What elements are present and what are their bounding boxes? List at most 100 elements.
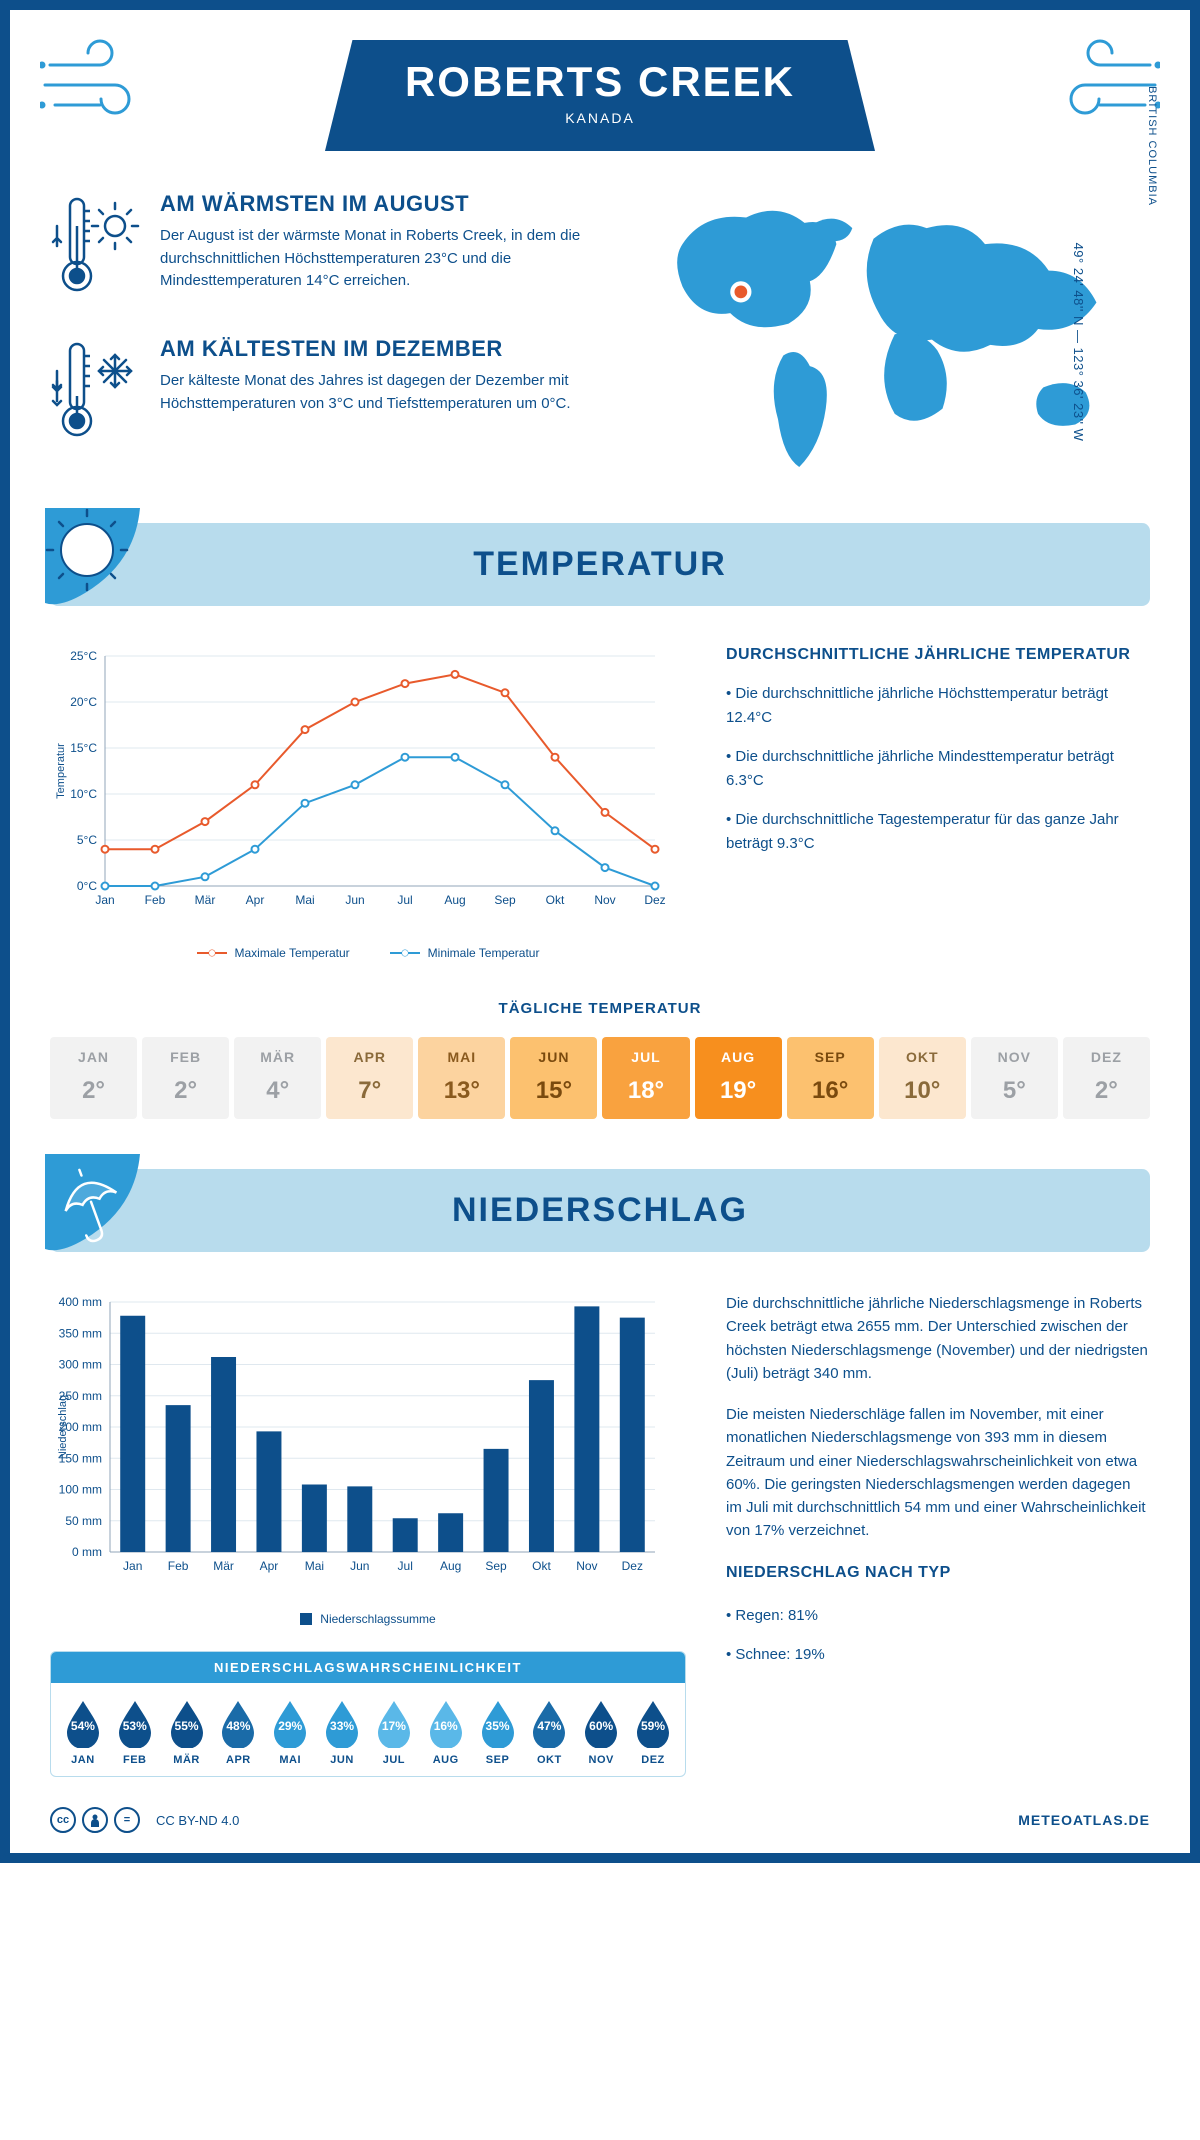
svg-text:Mai: Mai <box>295 893 314 907</box>
svg-text:Aug: Aug <box>440 1559 461 1573</box>
svg-text:Nov: Nov <box>576 1559 597 1573</box>
temperature-line-chart: 0°C 5°C 10°C 15°C 20°C 25°C Temperatur Jan Feb Mä… <box>50 646 670 926</box>
precip-type-item: • Regen: 81% <box>726 1604 1150 1628</box>
daily-temp-cell: JUN15° <box>510 1037 597 1119</box>
svg-text:0°C: 0°C <box>77 879 97 893</box>
svg-text:50 mm: 50 mm <box>65 1514 102 1528</box>
temp-bullet: • Die durchschnittliche jährliche Höchst… <box>726 682 1150 730</box>
temp-side-heading: DURCHSCHNITTLICHE JÄHRLICHE TEMPERATUR <box>726 646 1150 664</box>
coldest-title: AM KÄLTESTEN IM DEZEMBER <box>160 336 610 362</box>
svg-text:Dez: Dez <box>622 1559 643 1573</box>
probability-heading: NIEDERSCHLAGSWAHRSCHEINLICHKEIT <box>51 1652 685 1683</box>
temperature-banner: TEMPERATUR <box>50 523 1150 606</box>
daily-temp-cell: NOV5° <box>971 1037 1058 1119</box>
svg-text:400 mm: 400 mm <box>59 1295 102 1309</box>
svg-text:Jun: Jun <box>345 893 364 907</box>
svg-text:Niederschlag: Niederschlag <box>57 1395 69 1459</box>
precip-paragraph: Die durchschnittliche jährliche Niedersc… <box>726 1292 1150 1385</box>
precipitation-bar-chart: 0 mm50 mm100 mm150 mm200 mm250 mm300 mm3… <box>50 1292 670 1592</box>
legend-precip-label: Niederschlagssumme <box>320 1612 435 1626</box>
precip-type-item: • Schnee: 19% <box>726 1643 1150 1667</box>
coldest-fact: AM KÄLTESTEN IM DEZEMBER Der kälteste Mo… <box>50 336 610 451</box>
thermometer-sun-icon <box>50 191 140 301</box>
svg-text:Sep: Sep <box>494 893 516 907</box>
temperature-title: TEMPERATUR <box>80 545 1120 584</box>
warmest-text: Der August ist der wärmste Monat in Robe… <box>160 225 610 293</box>
svg-text:Mär: Mär <box>195 893 216 907</box>
daily-temp-cell: FEB2° <box>142 1037 229 1119</box>
precipitation-title: NIEDERSCHLAG <box>80 1191 1120 1230</box>
page-title: ROBERTS CREEK <box>405 58 795 106</box>
daily-temp-cell: DEZ2° <box>1063 1037 1150 1119</box>
probability-cell: 53% FEB <box>111 1698 159 1766</box>
coldest-text: Der kälteste Monat des Jahres ist dagege… <box>160 370 610 415</box>
probability-cell: 16% AUG <box>422 1698 470 1766</box>
daily-temp-cell: MÄR4° <box>234 1037 321 1119</box>
svg-text:100 mm: 100 mm <box>59 1483 102 1497</box>
svg-text:5°C: 5°C <box>77 833 97 847</box>
location-marker <box>731 281 752 302</box>
svg-text:Sep: Sep <box>485 1559 507 1573</box>
footer: cc = CC BY-ND 4.0 METEOATLAS.DE <box>50 1807 1150 1833</box>
daily-temp-cell: AUG19° <box>695 1037 782 1119</box>
svg-text:300 mm: 300 mm <box>59 1358 102 1372</box>
probability-cell: 35% SEP <box>474 1698 522 1766</box>
svg-text:Dez: Dez <box>644 893 665 907</box>
daily-temp-cell: MAI13° <box>418 1037 505 1119</box>
precipitation-probability-panel: NIEDERSCHLAGSWAHRSCHEINLICHKEIT 54% JAN … <box>50 1651 686 1777</box>
page-subtitle: KANADA <box>405 110 795 126</box>
probability-cell: 33% JUN <box>318 1698 366 1766</box>
probability-cell: 48% APR <box>214 1698 262 1766</box>
probability-cell: 29% MAI <box>266 1698 314 1766</box>
wind-icon <box>40 35 170 135</box>
temp-bullet: • Die durchschnittliche Tagestemperatur … <box>726 808 1150 856</box>
svg-text:Mär: Mär <box>213 1559 234 1573</box>
svg-text:Aug: Aug <box>444 893 465 907</box>
sun-icon <box>45 508 155 618</box>
umbrella-icon <box>45 1154 155 1264</box>
svg-text:Feb: Feb <box>145 893 166 907</box>
temp-bullet: • Die durchschnittliche jährliche Mindes… <box>726 745 1150 793</box>
svg-text:Okt: Okt <box>532 1559 551 1573</box>
svg-text:Mai: Mai <box>305 1559 324 1573</box>
daily-temp-cell: OKT10° <box>879 1037 966 1119</box>
wind-icon <box>1030 35 1160 135</box>
svg-text:Jul: Jul <box>397 893 412 907</box>
region-label: BRITISH COLUMBIA <box>1146 86 1158 206</box>
probability-cell: 59% DEZ <box>629 1698 677 1766</box>
legend-min-label: Minimale Temperatur <box>428 946 540 960</box>
svg-text:Apr: Apr <box>246 893 265 907</box>
probability-cell: 17% JUL <box>370 1698 418 1766</box>
temperature-legend: Maximale Temperatur Minimale Temperatur <box>50 946 686 960</box>
daily-temp-cell: APR7° <box>326 1037 413 1119</box>
probability-cell: 55% MÄR <box>163 1698 211 1766</box>
daily-temp-title: TÄGLICHE TEMPERATUR <box>50 1000 1150 1017</box>
svg-text:Temperatur: Temperatur <box>55 743 67 799</box>
brand-label: METEOATLAS.DE <box>1018 1812 1150 1828</box>
precip-type-heading: NIEDERSCHLAG NACH TYP <box>726 1561 1150 1586</box>
probability-cell: 47% OKT <box>525 1698 573 1766</box>
probability-cell: 60% NOV <box>577 1698 625 1766</box>
svg-text:10°C: 10°C <box>70 787 97 801</box>
svg-text:20°C: 20°C <box>70 695 97 709</box>
svg-text:Feb: Feb <box>168 1559 189 1573</box>
thermometer-snow-icon <box>50 336 140 446</box>
svg-text:Nov: Nov <box>594 893 615 907</box>
svg-text:Apr: Apr <box>260 1559 279 1573</box>
svg-text:0 mm: 0 mm <box>72 1545 102 1559</box>
precip-paragraph: Die meisten Niederschläge fallen im Nove… <box>726 1403 1150 1543</box>
svg-text:Jan: Jan <box>95 893 114 907</box>
svg-text:Jan: Jan <box>123 1559 142 1573</box>
svg-text:Jul: Jul <box>398 1559 413 1573</box>
daily-temp-cell: JUL18° <box>602 1037 689 1119</box>
probability-cell: 54% JAN <box>59 1698 107 1766</box>
svg-text:25°C: 25°C <box>70 649 97 663</box>
title-banner: ROBERTS CREEK KANADA <box>325 40 875 151</box>
svg-text:350 mm: 350 mm <box>59 1326 102 1340</box>
svg-text:Okt: Okt <box>546 893 565 907</box>
precipitation-banner: NIEDERSCHLAG <box>50 1169 1150 1252</box>
license-text: CC BY-ND 4.0 <box>156 1813 239 1828</box>
daily-temp-cell: JAN2° <box>50 1037 137 1119</box>
svg-text:15°C: 15°C <box>70 741 97 755</box>
warmest-title: AM WÄRMSTEN IM AUGUST <box>160 191 610 217</box>
